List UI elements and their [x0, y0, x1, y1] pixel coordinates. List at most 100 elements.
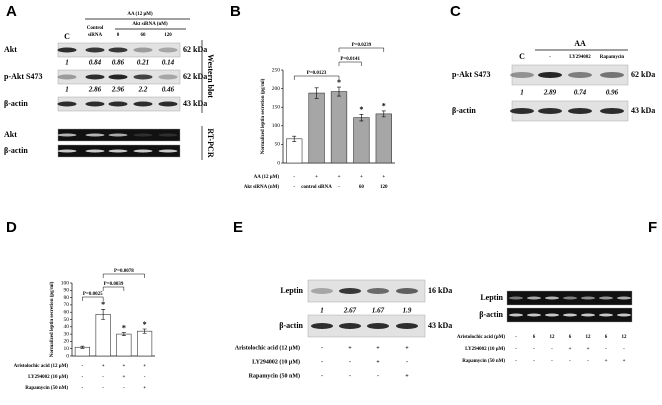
condition-value: -: [102, 375, 104, 380]
significance-mark: *: [337, 78, 341, 87]
blot-band: [367, 288, 389, 294]
p-value: P=0.0039: [104, 282, 124, 287]
quant-value: 0.14: [162, 59, 175, 67]
blot-band: [509, 313, 523, 317]
blot-band: [538, 108, 562, 114]
condition-label: LY294002 (10 μM): [465, 347, 505, 352]
p-value: P=0.0123: [307, 71, 327, 76]
blot-band: [158, 133, 178, 137]
condition-value: +: [122, 375, 125, 380]
blot-band: [57, 74, 77, 80]
row-label: Akt: [4, 45, 17, 54]
error-bar: [142, 328, 147, 334]
condition-value: -: [321, 373, 323, 379]
lane-label: C: [64, 32, 70, 41]
condition-value: +: [122, 364, 125, 369]
error-bar: [101, 308, 106, 320]
condition-label: Rapamycin (50 nM): [462, 359, 505, 364]
blot-band: [581, 313, 595, 317]
bracket: [338, 47, 385, 52]
p-value: P=0.0239: [352, 43, 372, 48]
bar: [95, 314, 111, 357]
bar: [286, 138, 303, 164]
error-bar: [121, 332, 126, 336]
condition-value: +: [348, 345, 352, 351]
panel-label: B: [230, 3, 241, 20]
condition-label: AA (12 μM): [254, 175, 280, 180]
y-tick-label: 90: [64, 288, 70, 294]
y-tick-label: 100: [61, 280, 70, 286]
blot-band: [108, 47, 128, 53]
row-label: β-actin: [479, 310, 503, 319]
condition-label: Akt siRNA (nM): [244, 185, 280, 190]
significance-mark: *: [122, 323, 126, 332]
condition-label: LY294002 (10 μM): [252, 358, 300, 365]
quant-value: 0.21: [137, 59, 149, 67]
condition-value: -: [587, 359, 589, 364]
bar: [375, 113, 392, 164]
quant-value: 2.96: [111, 86, 125, 94]
quant-value: 1: [320, 307, 324, 315]
side-label: RT-PCR: [206, 128, 215, 157]
bracket: [102, 273, 145, 278]
blot-band: [108, 74, 128, 80]
row-label: β-actin: [4, 99, 28, 108]
blot-band: [158, 74, 178, 80]
condition-value: 6: [569, 335, 572, 340]
blot-band: [617, 296, 631, 300]
quant-value: 2.89: [543, 89, 557, 97]
condition-value: -: [551, 347, 553, 352]
blot-band: [133, 74, 153, 80]
blot-band: [568, 72, 592, 78]
condition-value: 12: [622, 335, 628, 340]
p-value: P=0.0141: [340, 57, 360, 62]
row-label: β-actin: [4, 146, 28, 155]
blot-band: [311, 288, 333, 294]
bar: [353, 117, 370, 164]
condition-label: Aristolochic acid (12 μM): [14, 364, 69, 369]
condition-value: +: [605, 359, 608, 364]
significance-mark: *: [143, 320, 147, 329]
blot-band: [108, 149, 128, 153]
lane-label: Control: [87, 26, 104, 31]
blot-band: [510, 72, 534, 78]
blot-band: [85, 101, 105, 107]
size-label: 62 kDa: [183, 72, 207, 81]
condition-value: -: [533, 347, 535, 352]
quant-value: 2.67: [343, 307, 357, 315]
condition-value: 12: [586, 335, 592, 340]
error-bar: [337, 86, 341, 97]
size-label: 43 kDa: [631, 106, 655, 115]
condition-value: +: [569, 347, 572, 352]
blot-band: [600, 72, 624, 78]
condition-value: -: [338, 185, 340, 190]
label: AA (12 μM): [127, 12, 153, 17]
blot-band: [57, 149, 77, 153]
condition-value: +: [623, 359, 626, 364]
y-tick-label: 0: [277, 160, 280, 166]
lane-label: 0: [117, 33, 120, 38]
treatment-label: AA: [574, 39, 586, 48]
bar: [308, 92, 325, 164]
y-tick-label: 50: [64, 317, 70, 323]
y-tick-label: 200: [272, 86, 281, 92]
condition-value: -: [349, 373, 351, 379]
y-axis-label: Normalized leptin secretion (pg/ml): [261, 78, 266, 154]
blot-band: [527, 313, 541, 317]
p-value: P=0.0025: [83, 292, 103, 297]
condition-value: -: [377, 373, 379, 379]
lane-label: -: [549, 55, 551, 60]
blot-band: [85, 74, 105, 80]
size-label: 62 kDa: [183, 45, 207, 54]
condition-label: LY294002 (10 μM): [28, 375, 68, 380]
y-axis-label: Normalized leptin secretion (pg/ml): [50, 281, 55, 357]
y-tick-label: 250: [272, 67, 281, 73]
condition-value: -: [551, 359, 553, 364]
bracket: [82, 296, 104, 301]
condition-value: +: [376, 359, 380, 365]
condition-value: 120: [380, 185, 388, 190]
y-tick-label: 30: [64, 331, 70, 337]
blot-band: [568, 108, 592, 114]
blot-band: [133, 101, 153, 107]
significance-mark: *: [359, 105, 363, 114]
